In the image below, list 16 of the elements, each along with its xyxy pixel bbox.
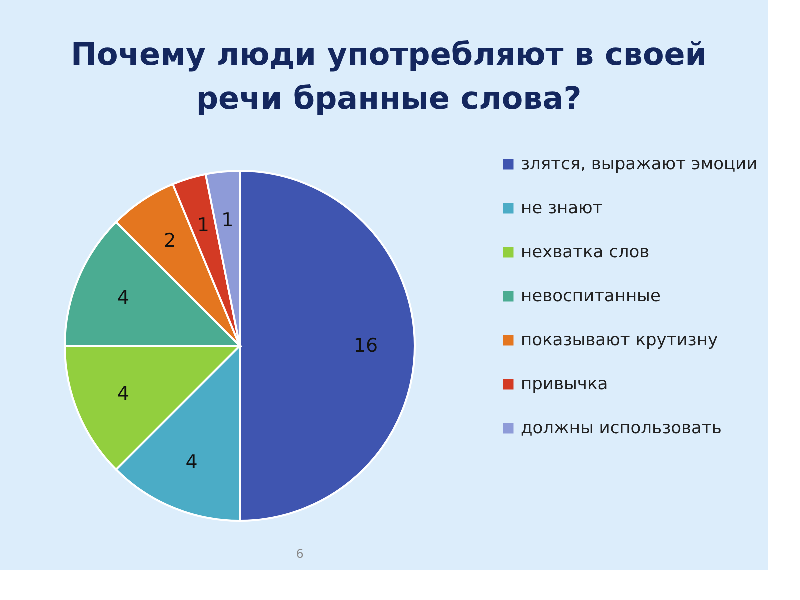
data-label: 1 bbox=[197, 214, 210, 236]
legend-label: невоспитанные bbox=[521, 286, 661, 306]
data-label: 4 bbox=[118, 383, 130, 406]
data-label: 1 bbox=[222, 210, 234, 232]
legend-label: нехватка слов bbox=[521, 242, 650, 262]
legend-label: показывают крутизну bbox=[521, 330, 718, 350]
data-label: 4 bbox=[186, 451, 198, 474]
chart-title: Почему люди употребляют в своей речи бранные слова? bbox=[71, 37, 707, 117]
legend-label: злятся, выражают эмоции bbox=[521, 154, 758, 174]
legend-label: не знают bbox=[521, 198, 603, 218]
legend-label: должны использовать bbox=[521, 418, 722, 438]
data-label: 16 bbox=[354, 335, 378, 357]
text: 6 bbox=[296, 547, 304, 561]
legend-label: привычка bbox=[521, 374, 608, 394]
data-label: 2 bbox=[164, 230, 176, 252]
data-label: 4 bbox=[118, 286, 130, 309]
